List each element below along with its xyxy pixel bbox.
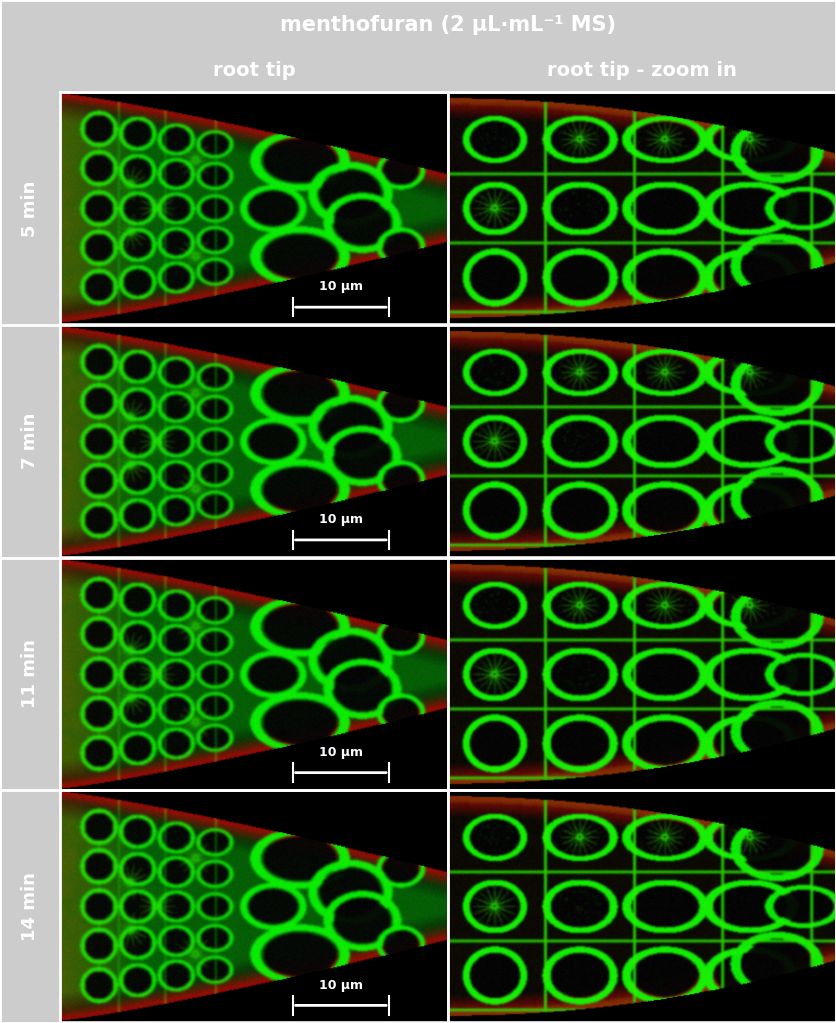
Text: 14 min: 14 min — [21, 873, 39, 941]
Text: 10 μm: 10 μm — [319, 280, 363, 294]
Text: 5 min: 5 min — [21, 180, 39, 236]
Text: 7 min: 7 min — [21, 413, 39, 470]
Text: 10 μm: 10 μm — [319, 979, 363, 991]
Text: 10 μm: 10 μm — [319, 514, 363, 526]
Text: 11 min: 11 min — [21, 639, 39, 708]
Text: root tip: root tip — [213, 61, 295, 80]
Text: root tip - zoom in: root tip - zoom in — [547, 61, 737, 80]
Text: menthofuran (2 μL·mL⁻¹ MS): menthofuran (2 μL·mL⁻¹ MS) — [280, 14, 616, 35]
Text: 10 μm: 10 μm — [319, 746, 363, 759]
